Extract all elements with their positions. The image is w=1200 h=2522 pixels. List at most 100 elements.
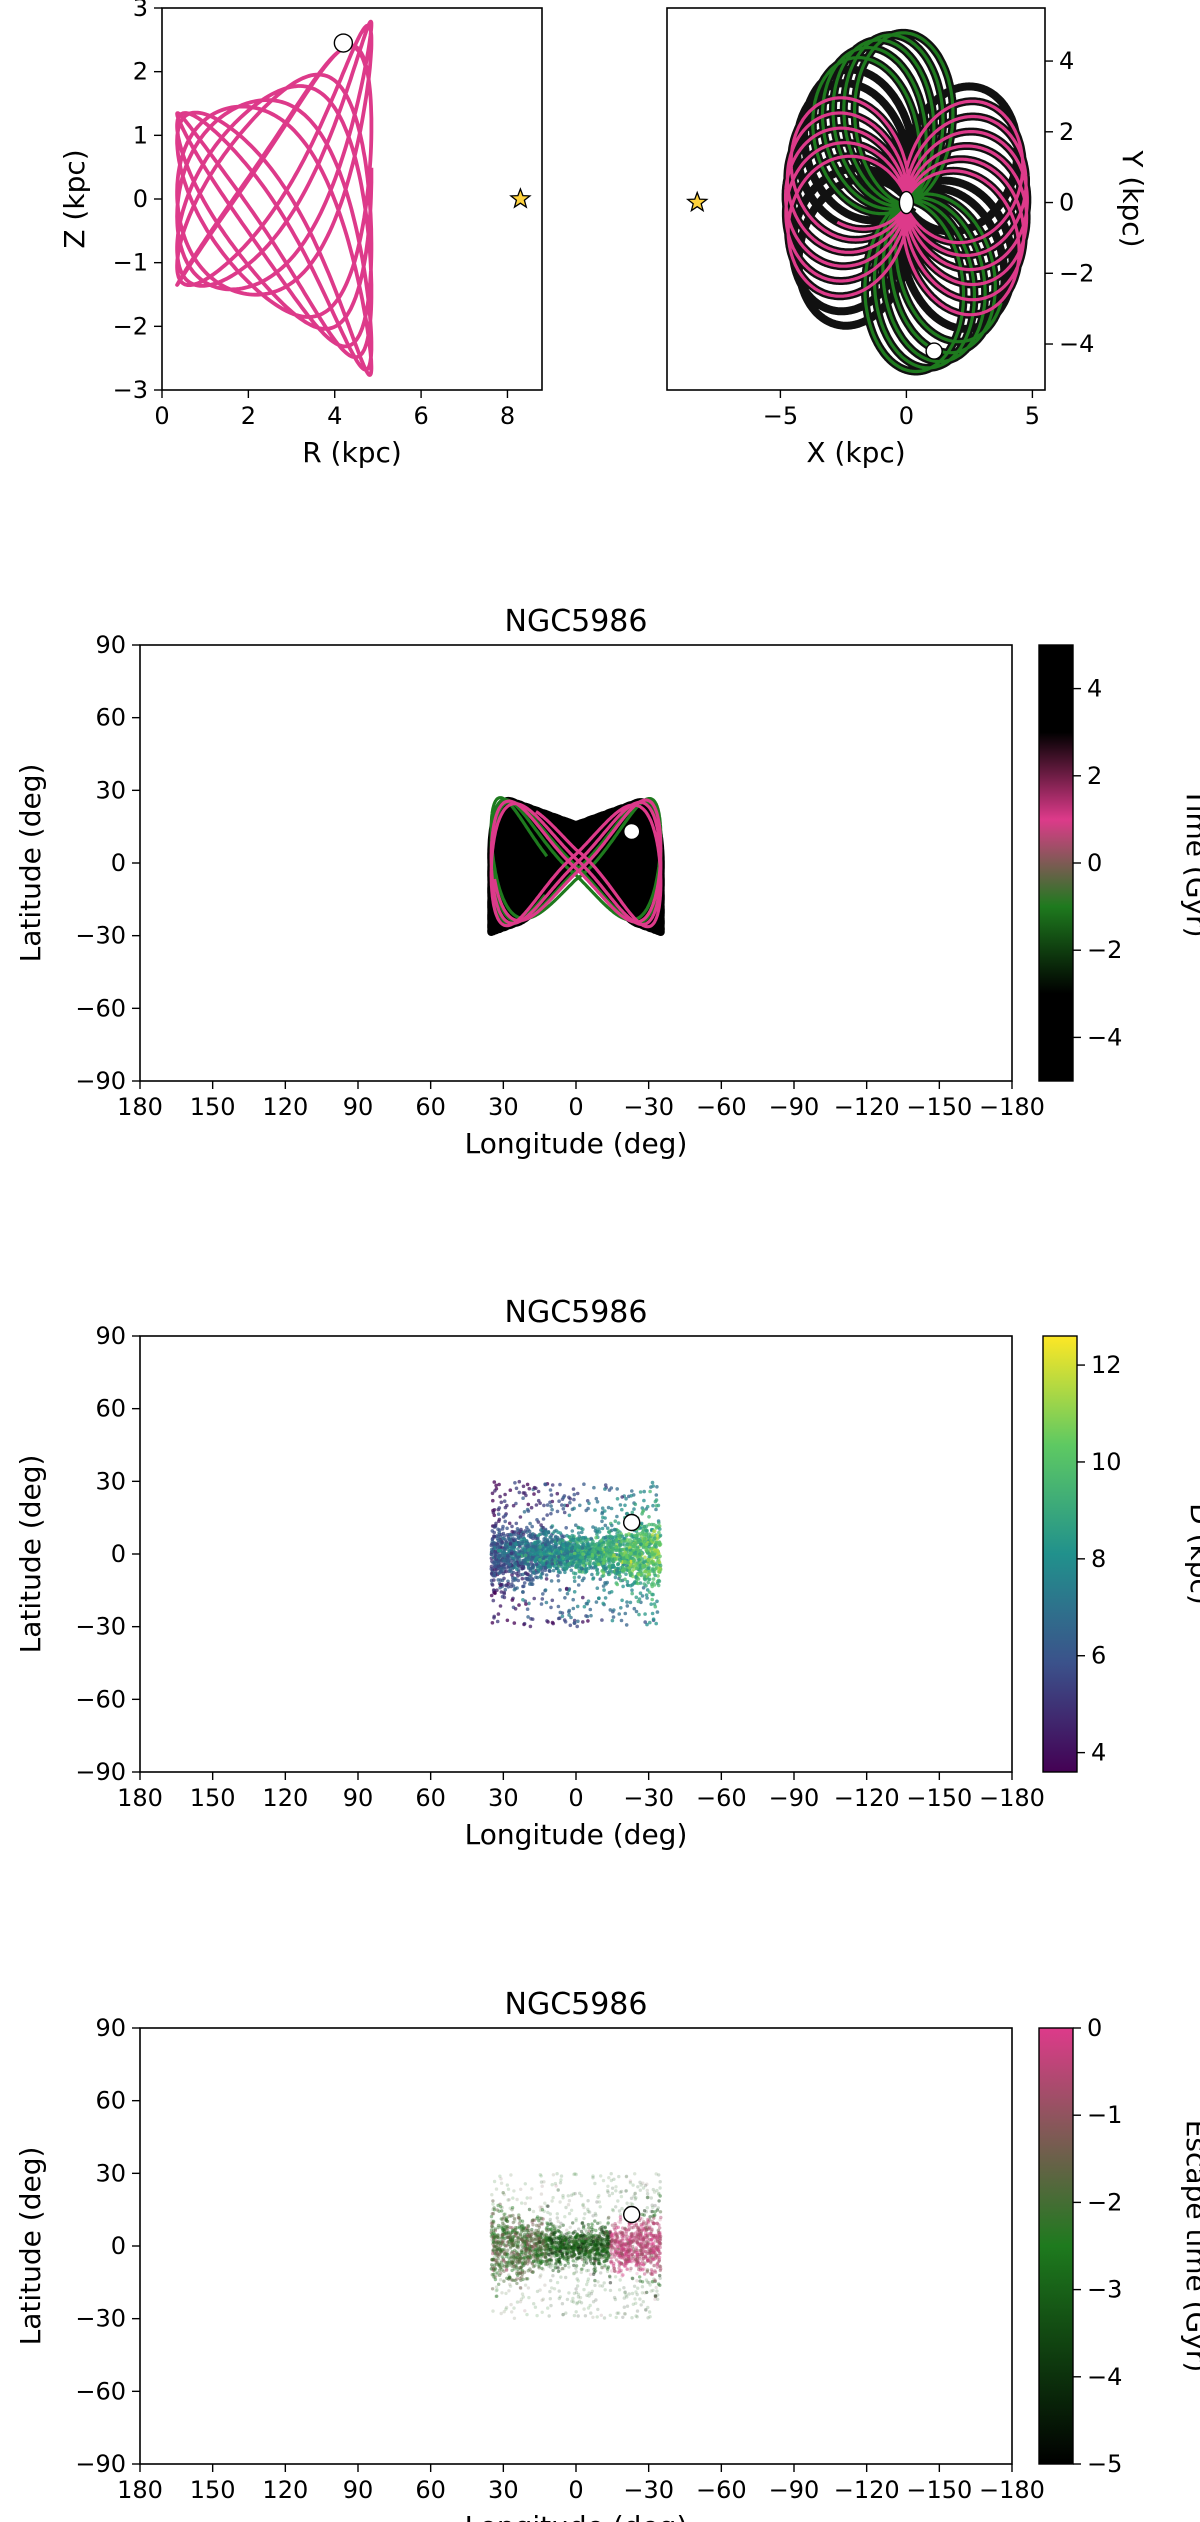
data-point [606, 2236, 611, 2240]
data-point [511, 1575, 515, 1580]
data-point [491, 2268, 495, 2272]
data-point [638, 2275, 642, 2279]
data-point [576, 1541, 580, 1545]
data-point [585, 2249, 590, 2254]
data-point [510, 2208, 514, 2212]
data-point [648, 2255, 652, 2259]
data-point [645, 2257, 650, 2262]
data-point [638, 2257, 642, 2261]
data-point [545, 1513, 549, 1517]
data-point [569, 2235, 574, 2240]
data-point [633, 1552, 638, 1556]
data-point [565, 1543, 569, 1548]
data-point [636, 1573, 641, 1577]
data-point [549, 1538, 554, 1542]
data-point [557, 1568, 561, 1573]
data-point [598, 2205, 602, 2209]
data-point [529, 1505, 534, 1510]
data-point [624, 1623, 629, 1627]
data-point [519, 2187, 523, 2191]
data-point [540, 2310, 544, 2314]
y-tick-label: −90 [75, 1758, 126, 1786]
data-point [530, 2270, 535, 2274]
data-point [656, 2240, 660, 2244]
data-point [537, 2237, 541, 2242]
data-point [491, 2202, 495, 2206]
data-point [580, 2246, 584, 2250]
data-point [511, 2243, 516, 2247]
data-point [618, 2278, 622, 2282]
data-point [584, 2245, 588, 2249]
data-point [501, 2242, 505, 2246]
data-point [624, 2252, 629, 2256]
data-point [546, 1530, 551, 1535]
data-point [617, 2243, 622, 2247]
data-point [602, 2230, 606, 2235]
data-point [592, 2263, 597, 2267]
data-point [530, 2245, 535, 2249]
data-point [506, 2248, 510, 2252]
data-point [543, 1588, 548, 1592]
data-point [549, 1579, 554, 1583]
data-point [541, 2244, 545, 2248]
data-point [553, 2245, 558, 2249]
data-point [571, 2248, 575, 2252]
colorbar-label: D (kpc) [1184, 1503, 1200, 1605]
plot-area [489, 1479, 663, 1629]
data-point [540, 1597, 545, 1601]
data-point [644, 1507, 648, 1511]
data-point [504, 2307, 508, 2311]
data-point [608, 1534, 612, 1538]
data-point [531, 2246, 536, 2250]
data-point [511, 2255, 515, 2259]
data-point [558, 2200, 562, 2204]
data-point [538, 1545, 542, 1549]
data-point [640, 2280, 645, 2284]
data-point [572, 1621, 577, 1625]
data-point [644, 1528, 648, 1533]
data-point [561, 1507, 566, 1511]
data-point [599, 2254, 604, 2258]
data-point [618, 2213, 623, 2217]
data-point [490, 1621, 495, 1625]
data-point [506, 2187, 511, 2191]
data-point [576, 1543, 581, 1548]
data-point [554, 2257, 558, 2262]
x-tick-label: 30 [488, 1093, 519, 1121]
data-point [601, 2246, 605, 2251]
data-point [559, 2241, 563, 2245]
data-point [540, 2232, 544, 2236]
data-point [603, 1535, 608, 1540]
data-point [562, 2237, 566, 2242]
data-point [560, 1503, 564, 1507]
data-point [503, 2243, 507, 2247]
data-point [540, 2222, 544, 2226]
data-point [572, 1551, 577, 1556]
data-point [512, 2255, 516, 2260]
data-point [539, 1576, 543, 1580]
data-point [642, 1574, 647, 1578]
data-point [590, 1572, 594, 1577]
data-point [570, 1546, 574, 1551]
x-tick-label: 120 [262, 1784, 308, 1812]
data-point [582, 2233, 587, 2238]
data-point [599, 2249, 604, 2253]
data-point [599, 2313, 603, 2317]
data-point [493, 1489, 497, 1493]
data-point [611, 1547, 615, 1551]
data-point [525, 1607, 530, 1611]
data-point [630, 2252, 634, 2256]
data-point [550, 2183, 554, 2187]
data-point [597, 1527, 601, 1531]
cluster-marker [925, 342, 943, 360]
data-point [656, 1583, 661, 1588]
data-point [601, 2248, 605, 2252]
data-point [642, 2263, 646, 2267]
data-point [502, 2227, 506, 2231]
data-point [608, 2313, 612, 2317]
data-point [572, 1497, 576, 1502]
data-point [644, 2254, 648, 2259]
data-point [510, 2207, 514, 2212]
data-point [577, 2246, 581, 2250]
data-point [521, 2239, 525, 2243]
